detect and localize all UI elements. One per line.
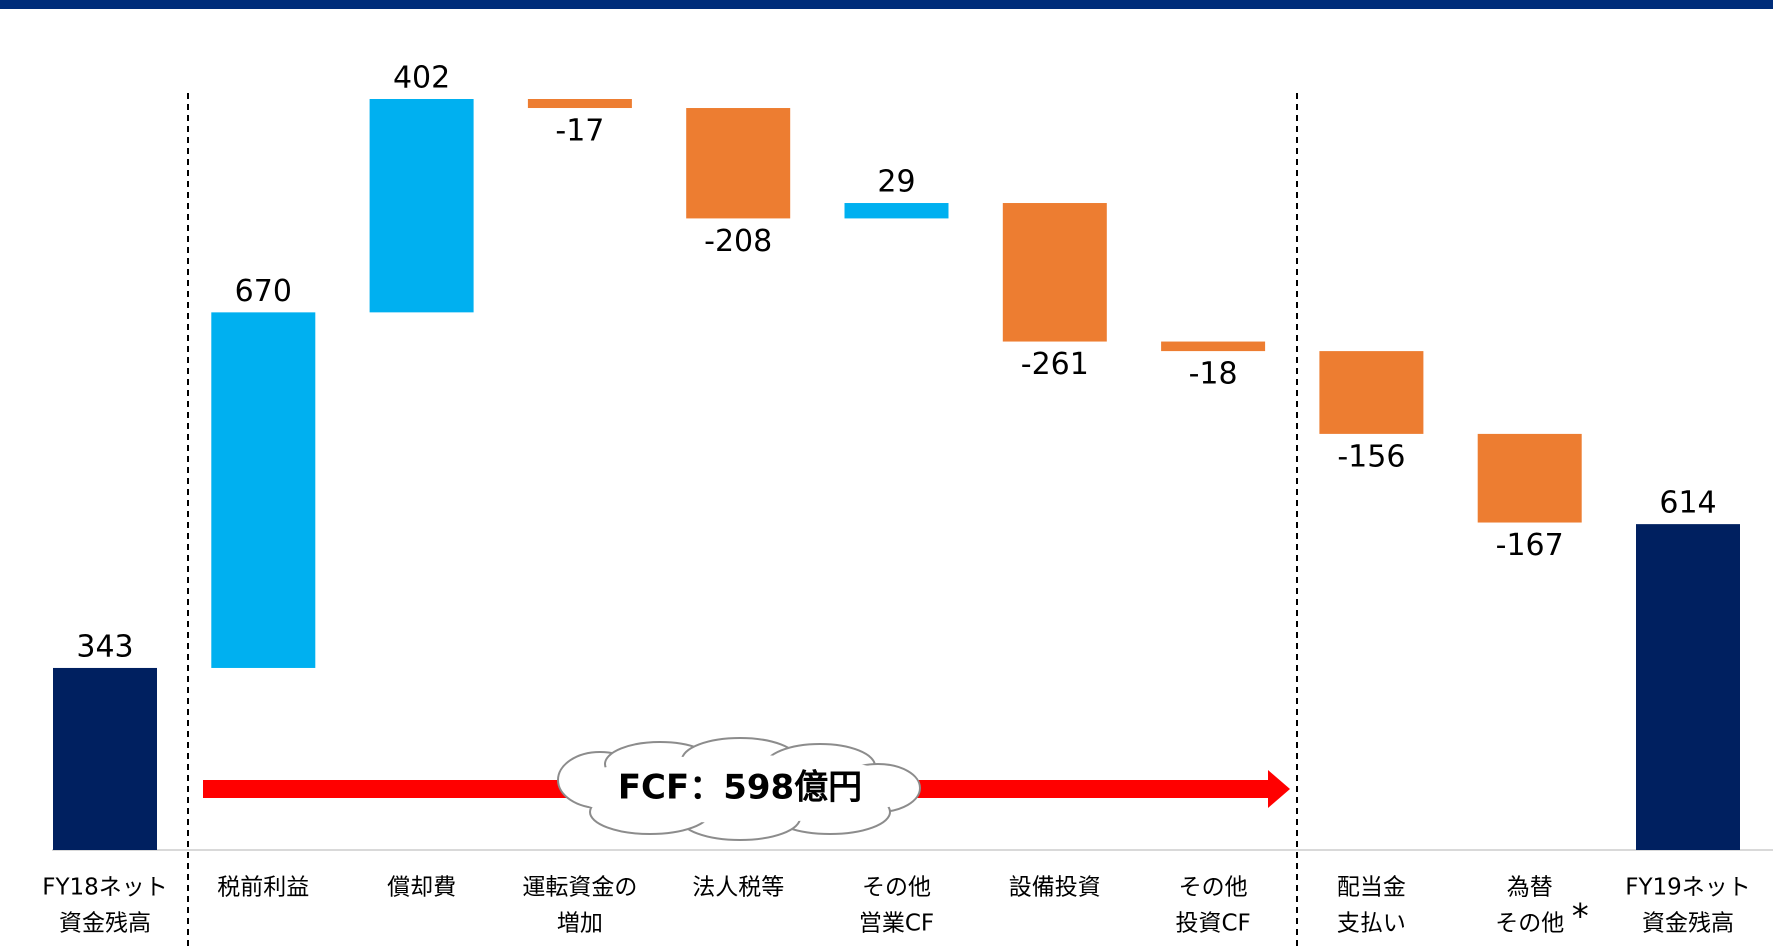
x-tick-label: 資金残高 (59, 911, 151, 937)
data-label: -17 (555, 114, 604, 149)
x-tick-label: FY19ネット (1625, 875, 1751, 901)
data-label: -167 (1496, 528, 1564, 563)
data-label: 29 (877, 165, 915, 200)
bar (211, 312, 316, 668)
x-tick-label: その他 (862, 875, 931, 901)
bar (53, 667, 157, 850)
x-tick-label: 法人税等 (692, 875, 784, 901)
x-tick-label: 運転資金の (522, 875, 637, 901)
x-tick-label: 増加 (557, 911, 603, 937)
data-label: -261 (1021, 347, 1089, 382)
top-bar (0, 0, 1773, 9)
x-tick-label: その他 (1495, 911, 1564, 937)
x-tick-label: 償却費 (387, 875, 456, 901)
data-label: -208 (704, 224, 772, 259)
bar (369, 99, 474, 313)
annotation: FCF：598億円 (618, 768, 862, 808)
footnote-mark: * (1572, 897, 1589, 937)
bar (1636, 524, 1740, 850)
x-tick-label: 為替 (1507, 875, 1553, 901)
x-tick-label: 支払い (1337, 911, 1406, 937)
x-tick-label: 設備投資 (1009, 875, 1101, 901)
bar (1002, 203, 1107, 342)
data-label: -156 (1337, 439, 1405, 474)
bar (1477, 433, 1582, 523)
x-tick-label: 投資CF (1175, 911, 1250, 937)
data-label: 402 (393, 61, 450, 96)
data-label: -18 (1189, 357, 1238, 392)
x-tick-label: その他 (1179, 875, 1248, 901)
bar (1319, 351, 1424, 434)
x-tick-label: 配当金 (1337, 875, 1406, 901)
data-label: 670 (235, 274, 292, 309)
x-tick-label: 資金残高 (1642, 911, 1734, 937)
bar (686, 108, 791, 219)
bar (527, 99, 632, 109)
bar (1161, 341, 1266, 352)
cloud (557, 737, 921, 841)
data-label: 614 (1659, 486, 1716, 521)
data-label: 343 (76, 629, 133, 664)
bar (844, 203, 949, 219)
x-tick-label: 営業CF (859, 911, 934, 937)
x-tick-label: FY18ネット (42, 875, 168, 901)
x-tick-label: 税前利益 (217, 875, 309, 901)
